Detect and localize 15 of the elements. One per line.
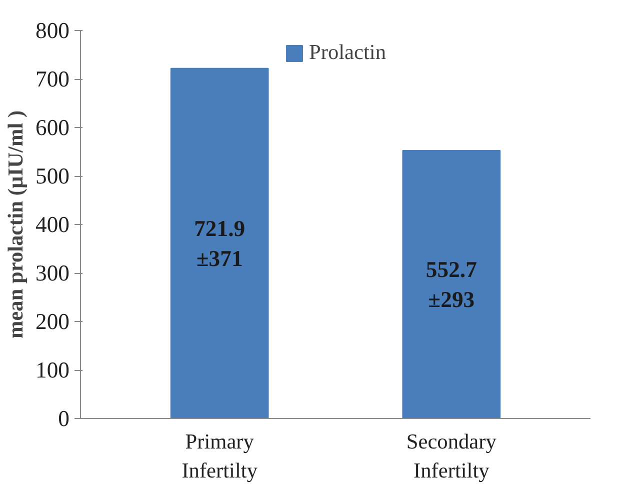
y-tick-label: 300 — [36, 260, 70, 286]
y-tick-label: 800 — [36, 18, 70, 43]
text: 721.9 ±371 — [194, 216, 246, 271]
text: 552.7 ±293 — [426, 256, 477, 312]
y-axis-title: mean prolactin (µIU/ml ) — [4, 110, 28, 339]
y-tick-label: 500 — [36, 164, 70, 188]
x-tick-label: Secondary Infertilty — [406, 430, 497, 482]
y-tick-label: 100 — [36, 358, 70, 382]
y-tick-label: 400 — [36, 212, 70, 237]
y-tick-label: 0 — [58, 406, 70, 431]
y-tick-label: 200 — [36, 309, 70, 334]
y-tick-label: 700 — [36, 66, 70, 92]
x-tick-label: Primary Infertilty — [182, 430, 258, 482]
y-tick-label: 600 — [36, 115, 70, 140]
legend-label: Prolactin — [308, 40, 386, 65]
